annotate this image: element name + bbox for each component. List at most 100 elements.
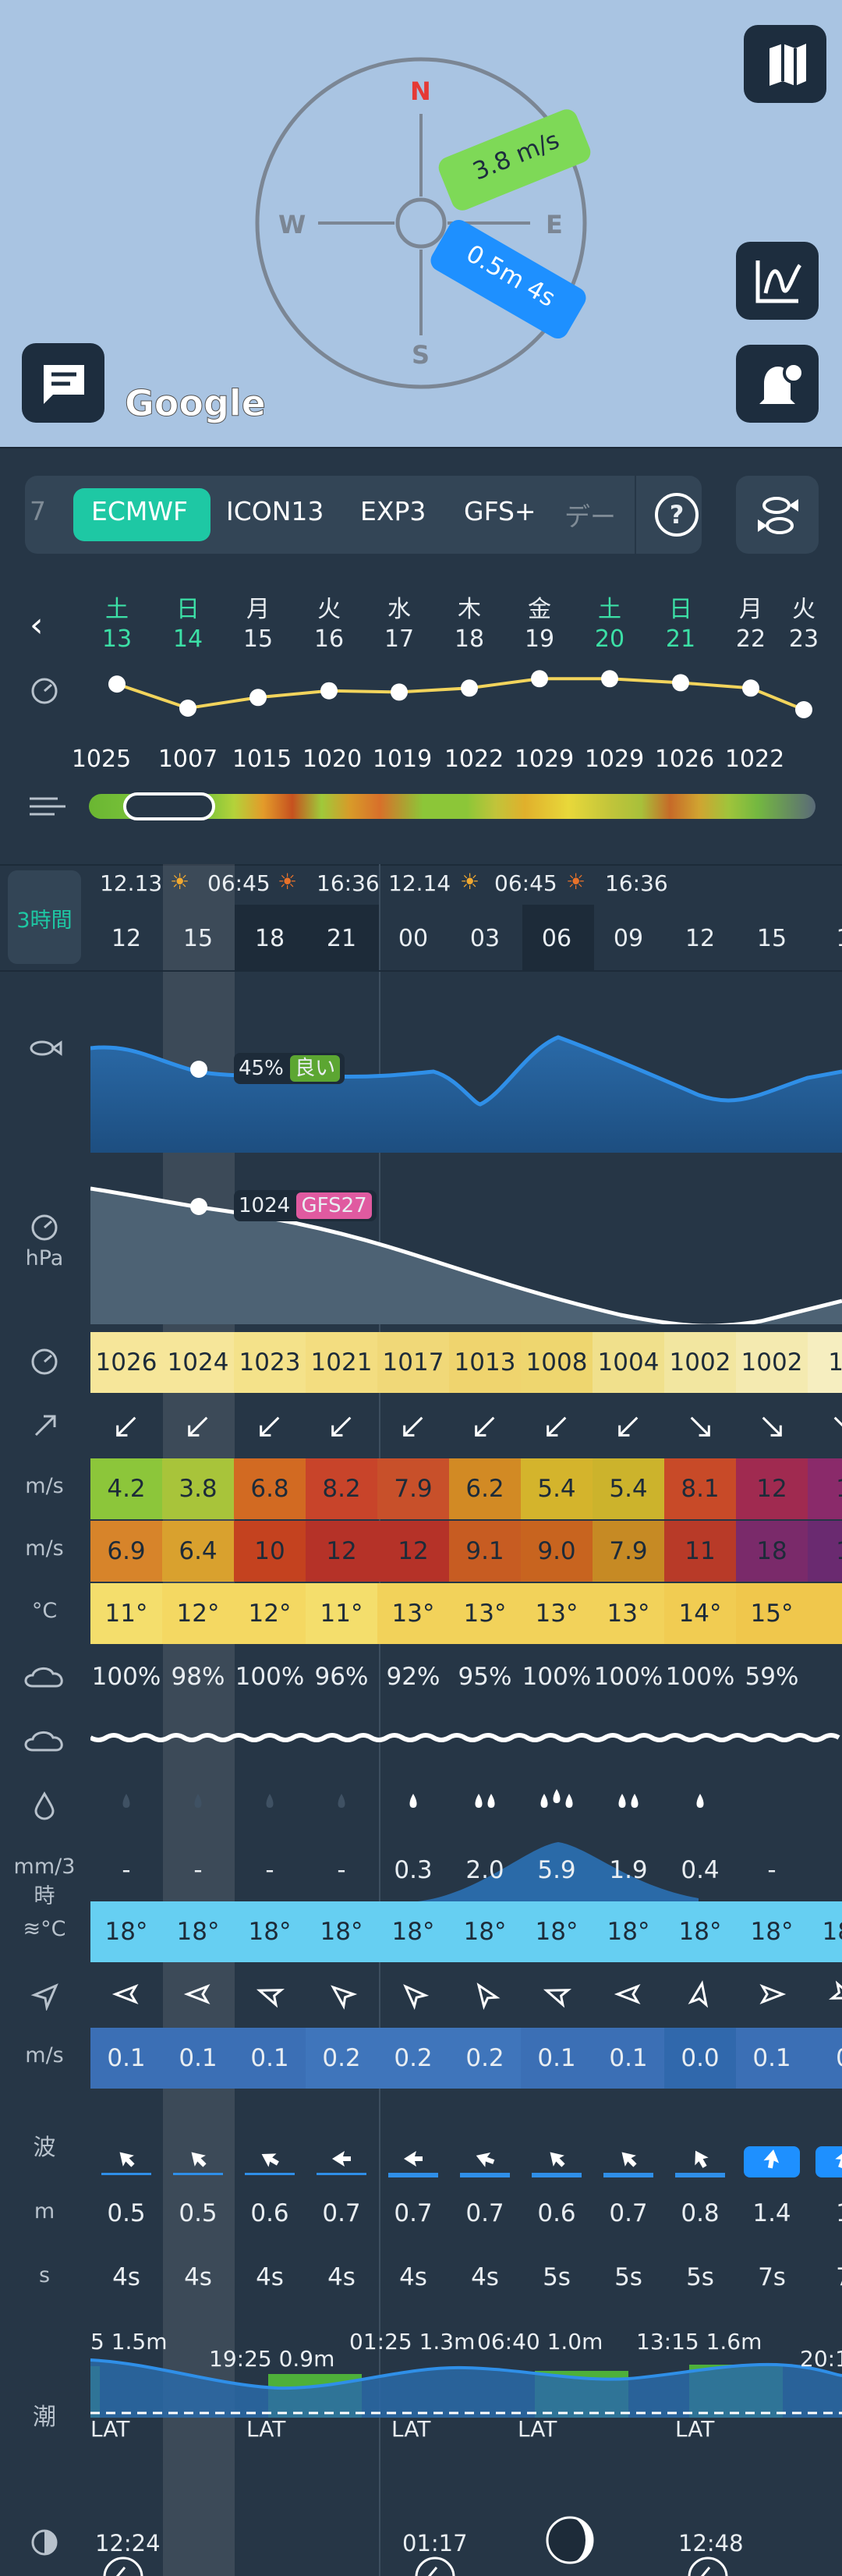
day-number[interactable]: 15 <box>242 625 274 653</box>
precipitation-row-cell: - <box>265 1856 274 1884</box>
rain-drop-icon <box>162 1786 234 1831</box>
daily-pressure-point <box>320 682 338 700</box>
alert-settings-button[interactable] <box>736 345 819 423</box>
daily-pressure-value: 1026 <box>654 746 715 773</box>
hour-cell[interactable]: 1 <box>808 925 842 952</box>
interval-button[interactable] <box>8 870 81 964</box>
day-number[interactable]: 22 <box>735 625 766 653</box>
rain-drop-icon <box>736 1786 808 1831</box>
model-partial[interactable]: 7 <box>30 496 46 526</box>
wave-period-row-cell: 4s <box>256 2263 284 2291</box>
tide-chart <box>90 2358 842 2418</box>
wind-arrow-icon <box>521 1407 593 1452</box>
pressure-row-cell: 1024 <box>162 1332 234 1393</box>
wind-arrow-icon <box>449 1407 521 1452</box>
wind-icon <box>11 792 78 826</box>
cloud-cover-row-cell <box>808 1647 842 1706</box>
help-button[interactable]: ? <box>655 493 699 537</box>
sea-temp-row-cell: 18° <box>736 1901 808 1962</box>
precipitation-row-cell: 2.0 <box>465 1856 504 1884</box>
model-selector[interactable]: 7 ECMWF ICON13 EXP3 GFS+ デー ? <box>25 476 702 554</box>
current-direction-icon <box>306 1975 377 2020</box>
hour-cell[interactable]: 03 <box>469 925 501 952</box>
day-name[interactable]: 月 <box>246 596 270 623</box>
hour-cell[interactable]: 15 <box>756 925 787 952</box>
date-2: 12.14 <box>388 870 451 896</box>
day-name[interactable]: 木 <box>458 596 481 623</box>
wave-height-row-cell: 0.7 <box>322 2199 361 2227</box>
precipitation-row-cell: 0.4 <box>681 1856 720 1884</box>
sea-temp-row-cell: 18° <box>162 1901 234 1962</box>
wave-period-row-cell: 4s <box>399 2263 427 2291</box>
night-shade-a <box>235 905 379 970</box>
tide-chart-button[interactable] <box>736 242 819 320</box>
gust-row-cell: 1 <box>808 1521 842 1582</box>
model-icon13[interactable]: ICON13 <box>226 496 324 526</box>
sea-temp-row-cell: 18° <box>449 1901 521 1962</box>
wind-speed-row-cell: 1 <box>808 1458 842 1519</box>
hour-cell[interactable]: 21 <box>326 925 357 952</box>
hour-cell[interactable]: 00 <box>398 925 429 952</box>
cloud-cover-row-cell: 98% <box>171 1663 225 1691</box>
model-data[interactable]: デー <box>564 501 616 532</box>
day-number[interactable]: 14 <box>172 625 203 653</box>
day-number[interactable]: 21 <box>665 625 696 653</box>
sunset-icon-2: ☀ <box>566 869 586 895</box>
day-number[interactable]: 20 <box>594 625 625 653</box>
hour-cell[interactable]: 18 <box>254 925 285 952</box>
day-name[interactable]: 日 <box>176 596 200 623</box>
daily-pressure-value: 1025 <box>71 746 132 773</box>
model-ecmwf[interactable]: ECMWF <box>91 496 188 526</box>
cloud-cover-row-cell: 59% <box>745 1663 799 1691</box>
unit-mm: mm/3時 <box>13 1855 76 1908</box>
rain-drop-icon <box>234 1786 306 1831</box>
model-gfs-plus[interactable]: GFS+ <box>464 496 536 526</box>
hour-cell[interactable]: 12 <box>111 925 142 952</box>
day-name[interactable]: 月 <box>739 596 762 623</box>
day-name[interactable]: 土 <box>598 596 621 623</box>
hour-cell[interactable]: 06 <box>541 925 572 952</box>
current-speed-row-cell: 0.1 <box>162 2028 234 2089</box>
hour-cell[interactable]: 12 <box>685 925 716 952</box>
wind-bar-selected-window[interactable] <box>123 792 215 820</box>
daily-pressure-point <box>672 674 689 692</box>
chat-button[interactable] <box>22 343 104 423</box>
model-exp3[interactable]: EXP3 <box>360 496 426 526</box>
wind-speed-row-cell: 7.9 <box>377 1458 449 1519</box>
wind-speed-row-cell: 12 <box>736 1458 808 1519</box>
day-name[interactable]: 水 <box>387 596 411 623</box>
current-direction-icon <box>736 1975 808 2020</box>
pressure-row-cell: 1017 <box>377 1332 449 1393</box>
day-name[interactable]: 土 <box>105 596 129 623</box>
fish-button[interactable] <box>736 476 819 554</box>
hour-cell[interactable]: 15 <box>182 925 214 952</box>
wind-arrow-icon <box>808 1407 842 1452</box>
rain-drop-icon <box>449 1786 521 1831</box>
hour-cell[interactable]: 09 <box>613 925 644 952</box>
sea-temp-row-cell: 18° <box>377 1901 449 1962</box>
precipitation-row-cell: - <box>767 1856 777 1884</box>
day-name[interactable]: 火 <box>792 596 815 623</box>
cloud-layer-line <box>90 1733 840 1742</box>
wave-height-row-cell: 0.7 <box>394 2199 433 2227</box>
map-button[interactable] <box>744 25 826 103</box>
day-divider <box>379 864 380 2576</box>
day-number[interactable]: 23 <box>788 625 819 653</box>
wave-direction-icon <box>664 2140 736 2188</box>
map-panel[interactable]: N W E S 3.8 m/s 0.5m 4s Google <box>0 0 842 447</box>
day-number[interactable]: 16 <box>313 625 345 653</box>
day-name[interactable]: 金 <box>528 596 551 623</box>
temperature-row-cell: 13° <box>521 1583 593 1644</box>
day-number[interactable]: 18 <box>454 625 485 653</box>
daily-pressure-value: 1022 <box>444 746 504 773</box>
day-name[interactable]: 火 <box>317 596 341 623</box>
day-number[interactable]: 19 <box>524 625 555 653</box>
model-selected-pill[interactable] <box>73 488 210 541</box>
cloud-cover-row-cell: 100% <box>522 1663 592 1691</box>
prev-arrow[interactable]: ‹ <box>30 605 44 645</box>
day-name[interactable]: 日 <box>669 596 692 623</box>
temperature-row-cell: 12° <box>162 1583 234 1644</box>
day-number[interactable]: 13 <box>101 625 133 653</box>
current-speed-row-cell: 0.2 <box>377 2028 449 2089</box>
day-number[interactable]: 17 <box>384 625 415 653</box>
